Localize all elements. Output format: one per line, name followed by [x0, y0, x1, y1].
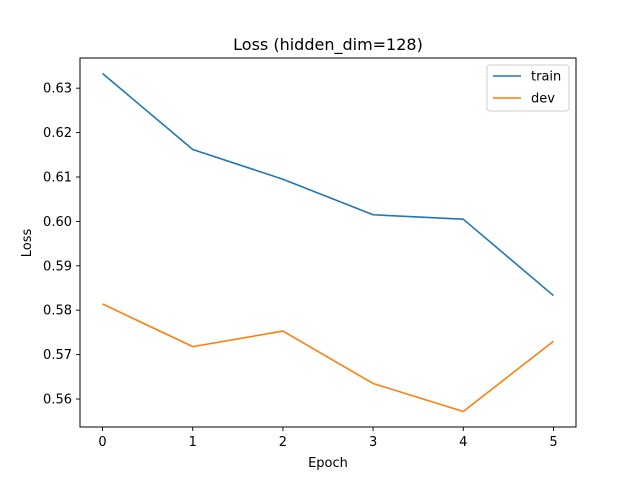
y-tick-label: 0.61 — [43, 171, 72, 186]
x-axis-label: Epoch — [308, 456, 348, 471]
x-tick-label: 5 — [549, 435, 557, 450]
legend-label-train: train — [531, 70, 561, 85]
series-line-dev — [102, 303, 554, 413]
plot-frame — [79, 57, 577, 428]
legend-label-dev: dev — [531, 92, 555, 107]
x-tick-label: 4 — [459, 435, 467, 450]
x-tick-label: 2 — [279, 435, 287, 450]
x-tick-label: 0 — [98, 435, 106, 450]
y-axis-label: Loss — [20, 229, 35, 258]
x-axis: 0 1 2 3 4 5 — [98, 427, 558, 450]
y-tick-label: 0.59 — [43, 259, 72, 274]
y-tick-label: 0.62 — [43, 126, 72, 141]
y-tick-label: 0.56 — [43, 393, 72, 408]
chart-title: Loss (hidden_dim=128) — [233, 35, 423, 55]
series-line-train — [102, 72, 554, 297]
y-tick-label: 0.57 — [43, 348, 72, 363]
legend: train dev — [486, 64, 570, 112]
y-axis: 0.56 0.57 0.58 0.59 0.60 0.61 0.62 0.63 — [43, 82, 80, 408]
y-tick-label: 0.63 — [43, 82, 72, 97]
y-tick-label: 0.60 — [43, 215, 72, 230]
x-tick-label: 1 — [189, 435, 197, 450]
plot-content — [102, 72, 554, 413]
x-tick-label: 3 — [369, 435, 377, 450]
y-tick-label: 0.58 — [43, 304, 72, 319]
